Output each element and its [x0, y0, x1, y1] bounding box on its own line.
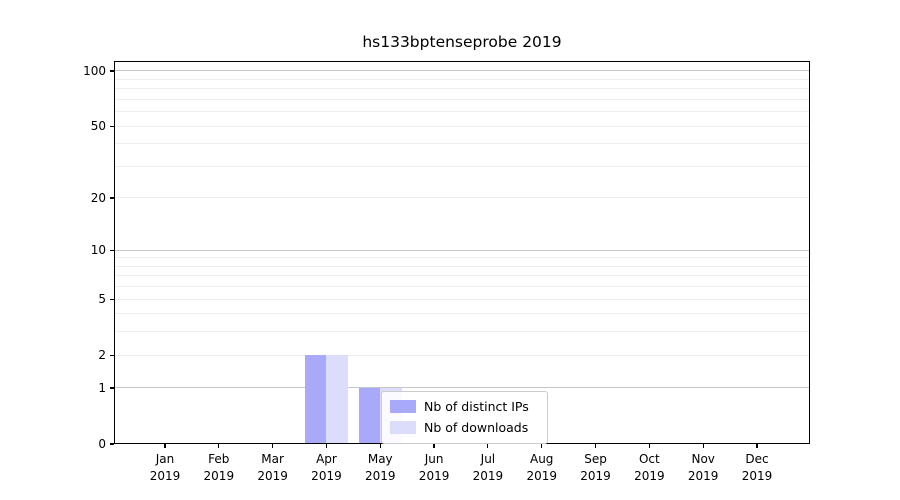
x-tick-label-apr: Apr 2019 [311, 452, 342, 483]
gridline-minor [114, 313, 810, 315]
x-tick [325, 444, 328, 448]
x-tick [648, 444, 650, 448]
y-tick-label: 0 [98, 437, 106, 451]
gridline-minor [114, 354, 810, 356]
gridline-minor [114, 298, 810, 300]
gridline-minor [114, 111, 810, 113]
gridline-minor [114, 88, 810, 90]
legend-entry-downloads: Nb of downloads [390, 417, 538, 438]
gridline-major [114, 387, 810, 389]
legend-label-downloads: Nb of downloads [424, 420, 529, 435]
gridline-minor [114, 286, 810, 288]
y-tick [110, 125, 114, 127]
y-tick [110, 249, 114, 251]
y-tick-label: 2 [98, 348, 106, 363]
y-tick-label: 1 [98, 380, 106, 395]
legend-entry-distinct-ips: Nb of distinct IPs [390, 396, 538, 417]
x-tick [272, 444, 274, 448]
y-tick-label: 20 [90, 190, 106, 205]
legend-label-distinct-ips: Nb of distinct IPs [424, 399, 529, 414]
y-tick-label: 50 [90, 119, 106, 134]
gridline-minor [114, 125, 810, 127]
gridline-minor [114, 98, 810, 100]
gridline-minor [114, 275, 810, 277]
x-tick-label-oct: Oct 2019 [634, 452, 665, 483]
gridline-minor [114, 78, 810, 80]
y-tick-label: 5 [98, 292, 106, 307]
x-tick-label-aug: Aug 2019 [526, 452, 557, 483]
gridline-minor [114, 143, 810, 145]
x-tick [164, 444, 166, 448]
bar-nb-of-downloads-apr [326, 355, 348, 444]
y-tick-label: 100 [83, 63, 106, 78]
bar-nb-of-distinct-ips-apr [304, 355, 327, 444]
x-tick [218, 444, 220, 448]
y-tick [110, 298, 114, 300]
y-tick-label: 10 [90, 243, 106, 258]
x-tick-label-jan: Jan 2019 [149, 452, 181, 483]
x-tick-label-dec: Dec 2019 [741, 452, 773, 483]
gridline-major [114, 249, 810, 251]
y-tick [110, 70, 114, 72]
x-tick [756, 444, 758, 448]
x-tick-label-may: May 2019 [364, 452, 396, 483]
x-tick-label-jun: Jun 2019 [418, 452, 450, 483]
x-tick [433, 444, 435, 448]
x-tick-label-jul: Jul 2019 [472, 452, 504, 483]
y-tick [110, 443, 114, 445]
x-tick [594, 444, 597, 448]
bar-nb-of-distinct-ips-may [358, 387, 381, 444]
gridline-minor [114, 197, 810, 199]
x-tick-label-sep: Sep 2019 [580, 452, 611, 483]
plot-area: 0 1 2 5 10 20 50 100 Jan 2019 Feb 2019 Mar 2019 Apr 201… [83, 61, 810, 483]
y-tick [110, 387, 114, 389]
gridline-major [114, 70, 810, 72]
gridline-minor [114, 165, 810, 167]
x-tick [379, 444, 381, 448]
x-tick-label-feb: Feb 2019 [203, 452, 235, 483]
x-tick [541, 444, 543, 448]
y-tick [110, 354, 114, 356]
y-tick [110, 197, 114, 199]
legend-swatch-distinct-ips [390, 400, 416, 413]
chart-title: hs133bptenseprobe 2019 [362, 33, 562, 51]
x-tick-label-mar: Mar 2019 [257, 452, 288, 483]
legend-swatch-downloads [390, 421, 416, 434]
x-tick-label-nov: Nov 2019 [687, 452, 719, 483]
legend: Nb of distinct IPs Nb of downloads [381, 391, 548, 444]
x-tick [702, 444, 704, 448]
gridline-minor [114, 257, 810, 259]
gridline-minor [114, 331, 810, 333]
x-tick [487, 444, 489, 448]
gridline-minor [114, 265, 810, 267]
